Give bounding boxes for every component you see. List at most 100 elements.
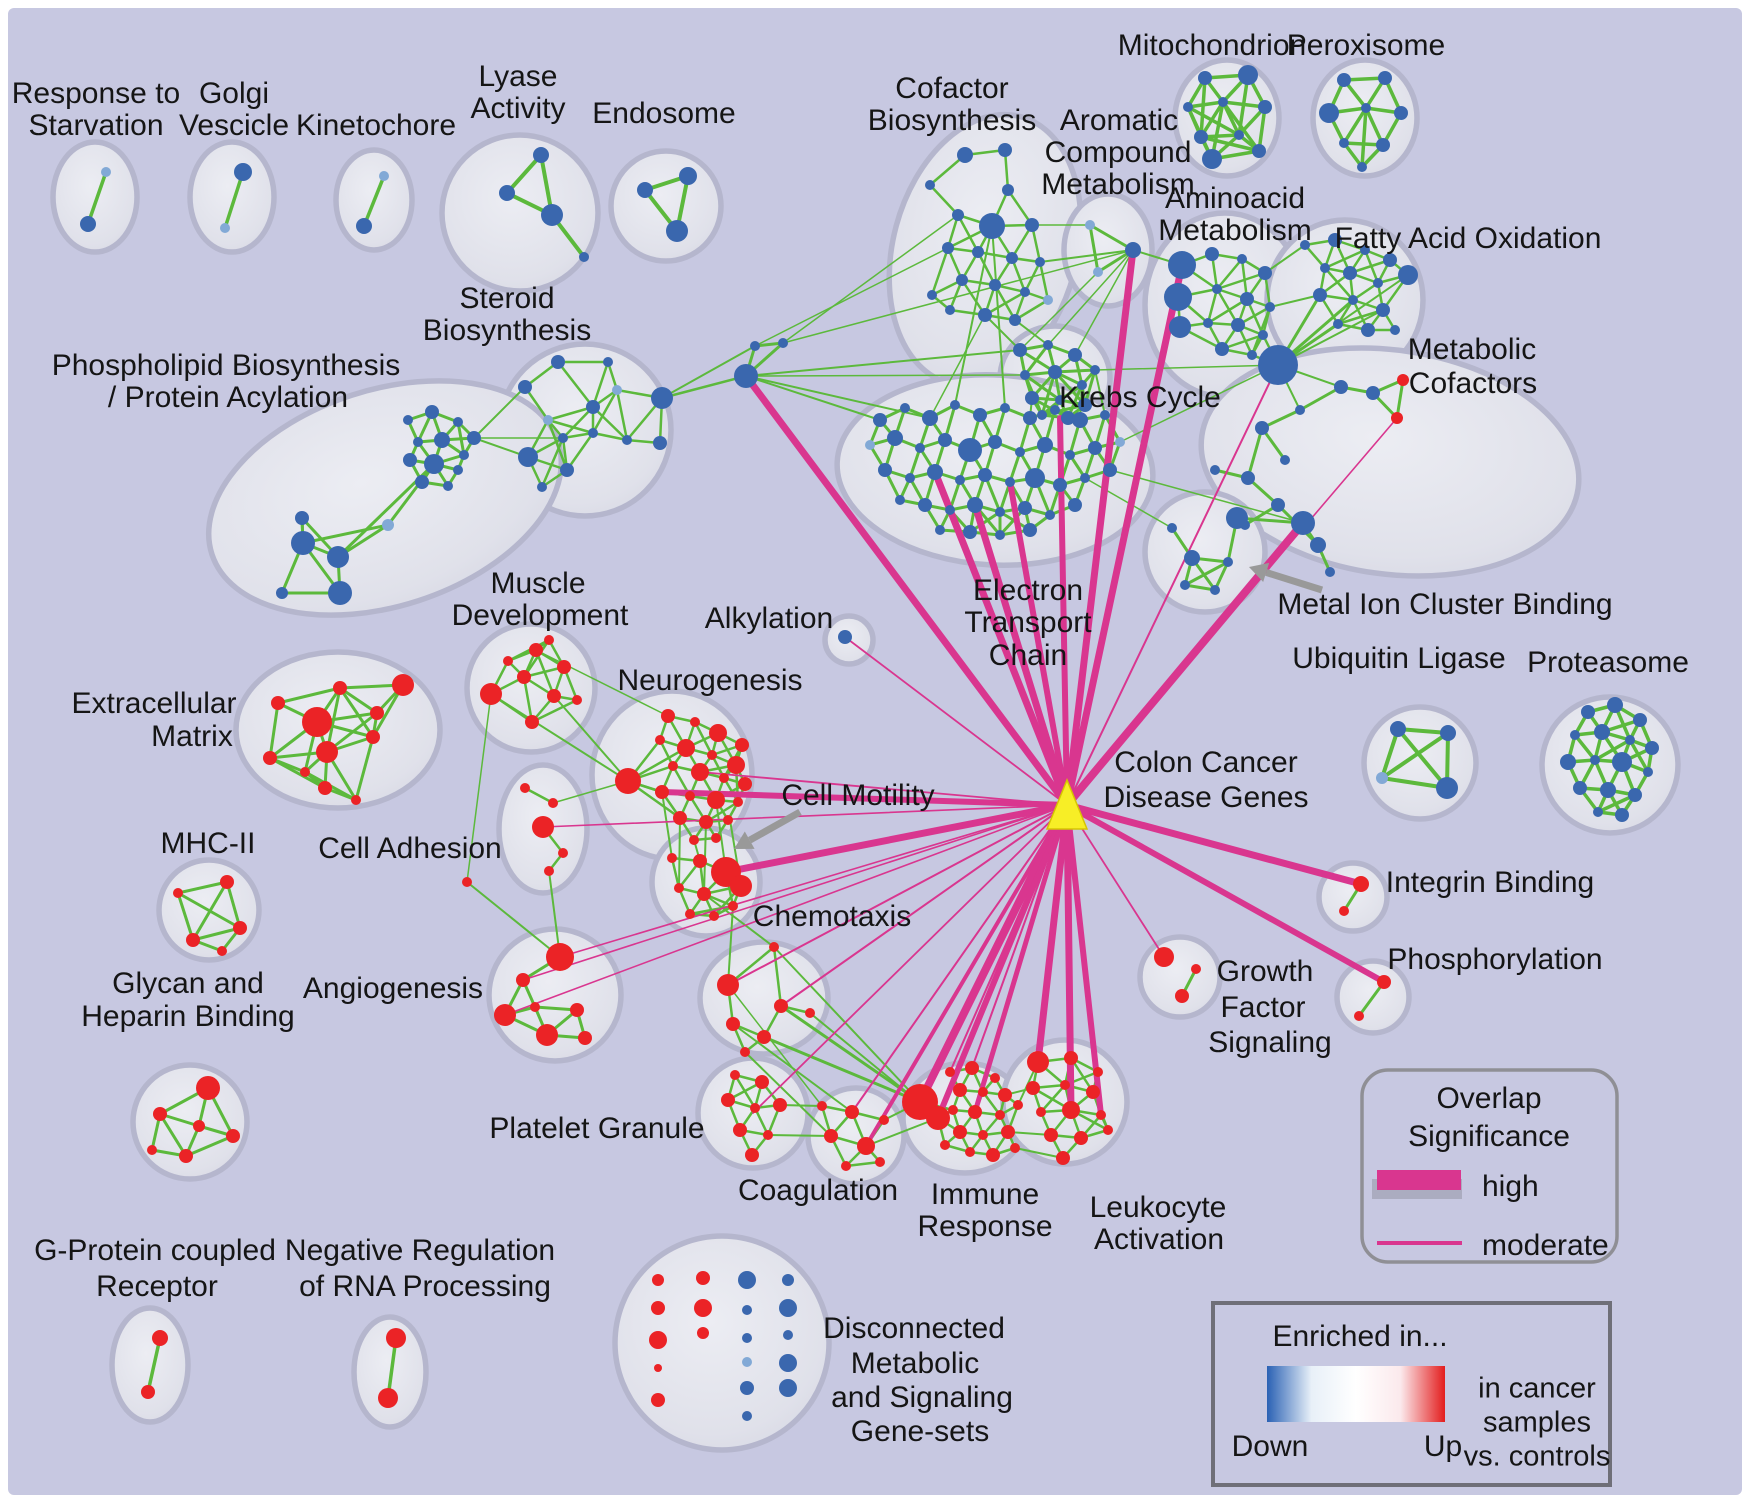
gene-set-node[interactable] <box>1048 365 1062 379</box>
gene-set-node[interactable] <box>403 415 413 425</box>
gene-set-node[interactable] <box>763 1130 773 1140</box>
gene-set-node[interactable] <box>459 450 469 460</box>
gene-set-node[interactable] <box>1183 102 1193 112</box>
gene-set-node[interactable] <box>1234 130 1244 140</box>
gene-set-node[interactable] <box>719 773 729 783</box>
gene-set-node[interactable] <box>707 750 717 760</box>
gene-set-node[interactable] <box>499 185 515 201</box>
gene-set-node[interactable] <box>728 901 738 911</box>
gene-set-node[interactable] <box>603 357 613 367</box>
gene-set-node[interactable] <box>548 798 558 808</box>
gene-set-node[interactable] <box>152 1330 168 1346</box>
gene-set-node[interactable] <box>1310 537 1326 553</box>
gene-set-node[interactable] <box>978 468 992 482</box>
gene-set-node[interactable] <box>655 735 665 745</box>
gene-set-node[interactable] <box>1376 138 1390 152</box>
gene-set-node[interactable] <box>1628 788 1642 802</box>
gene-set-node[interactable] <box>824 1129 838 1143</box>
gene-set-node[interactable] <box>351 795 361 805</box>
gene-set-node[interactable] <box>1103 1125 1113 1135</box>
gene-set-node[interactable] <box>1068 348 1082 362</box>
gene-set-node[interactable] <box>1194 130 1208 144</box>
gene-set-node[interactable] <box>233 921 247 935</box>
gene-set-node[interactable] <box>1271 498 1285 512</box>
gene-set-node[interactable] <box>653 436 667 450</box>
gene-set-node[interactable] <box>1064 1051 1078 1065</box>
gene-set-node[interactable] <box>300 767 310 777</box>
gene-set-node[interactable] <box>990 1073 1000 1083</box>
gene-set-node[interactable] <box>968 1105 982 1119</box>
gene-set-node[interactable] <box>945 505 955 515</box>
gene-set-node[interactable] <box>1044 1128 1058 1142</box>
gene-set-node[interactable] <box>1353 876 1369 892</box>
gene-set-node[interactable] <box>193 1120 205 1132</box>
gene-set-node[interactable] <box>651 1301 665 1315</box>
gene-set-node[interactable] <box>1313 288 1327 302</box>
gene-set-node[interactable] <box>1436 777 1458 799</box>
gene-set-node[interactable] <box>873 413 887 427</box>
gene-set-node[interactable] <box>276 587 288 599</box>
gene-set-node[interactable] <box>956 274 968 286</box>
gene-set-node[interactable] <box>516 973 530 987</box>
gene-set-node[interactable] <box>1045 510 1055 520</box>
gene-set-node[interactable] <box>679 167 697 185</box>
gene-set-node[interactable] <box>1037 437 1053 453</box>
gene-set-node[interactable] <box>1643 767 1653 777</box>
gene-set-node[interactable] <box>694 1299 712 1317</box>
gene-set-node[interactable] <box>988 435 1002 449</box>
gene-set-node[interactable] <box>415 475 429 489</box>
gene-set-node[interactable] <box>557 660 571 674</box>
gene-set-node[interactable] <box>895 495 905 505</box>
gene-set-node[interactable] <box>1258 100 1272 114</box>
gene-set-node[interactable] <box>927 464 943 480</box>
gene-set-node[interactable] <box>1198 71 1212 85</box>
gene-set-node[interactable] <box>1348 295 1358 305</box>
gene-set-node[interactable] <box>1645 741 1659 755</box>
gene-set-node[interactable] <box>1020 287 1030 297</box>
gene-set-node[interactable] <box>750 1103 760 1113</box>
gene-set-node[interactable] <box>1581 705 1595 719</box>
gene-set-node[interactable] <box>318 781 332 795</box>
gene-set-node[interactable] <box>709 724 727 742</box>
gene-set-node[interactable] <box>536 1024 558 1046</box>
gene-set-node[interactable] <box>957 147 973 163</box>
gene-set-node[interactable] <box>1025 218 1039 232</box>
gene-set-node[interactable] <box>769 942 779 952</box>
gene-set-node[interactable] <box>530 1002 540 1012</box>
gene-set-node[interactable] <box>1090 365 1100 375</box>
gene-set-node[interactable] <box>1339 138 1349 148</box>
gene-set-node[interactable] <box>425 405 439 419</box>
gene-set-node[interactable] <box>1366 386 1380 400</box>
gene-set-node[interactable] <box>1339 906 1349 916</box>
gene-set-node[interactable] <box>541 204 563 226</box>
gene-set-node[interactable] <box>1164 283 1192 311</box>
gene-set-node[interactable] <box>1080 473 1090 483</box>
gene-set-node[interactable] <box>382 519 394 531</box>
gene-set-node[interactable] <box>316 741 338 763</box>
gene-set-node[interactable] <box>1184 550 1200 566</box>
gene-set-node[interactable] <box>1093 1067 1103 1077</box>
gene-set-node[interactable] <box>366 730 380 744</box>
gene-set-node[interactable] <box>1093 267 1103 277</box>
gene-set-node[interactable] <box>942 242 954 254</box>
gene-set-node[interactable] <box>525 715 539 729</box>
gene-set-node[interactable] <box>926 1106 950 1130</box>
gene-set-node[interactable] <box>673 811 687 825</box>
gene-set-node[interactable] <box>1612 752 1632 772</box>
gene-set-node[interactable] <box>666 220 688 242</box>
gene-set-node[interactable] <box>922 410 938 426</box>
gene-set-node[interactable] <box>196 1076 220 1100</box>
gene-set-node[interactable] <box>1237 254 1247 264</box>
gene-set-node[interactable] <box>953 1083 967 1097</box>
gene-set-node[interactable] <box>879 1115 889 1125</box>
gene-set-node[interactable] <box>782 1274 794 1286</box>
gene-set-node[interactable] <box>517 670 531 684</box>
gene-set-node[interactable] <box>1320 263 1330 273</box>
gene-set-node[interactable] <box>1191 964 1201 974</box>
gene-set-node[interactable] <box>1210 465 1220 475</box>
gene-set-node[interactable] <box>875 1157 885 1167</box>
gene-set-node[interactable] <box>654 1364 662 1372</box>
gene-set-node[interactable] <box>1383 253 1397 267</box>
gene-set-node[interactable] <box>1025 468 1045 488</box>
gene-set-node[interactable] <box>1390 325 1400 335</box>
